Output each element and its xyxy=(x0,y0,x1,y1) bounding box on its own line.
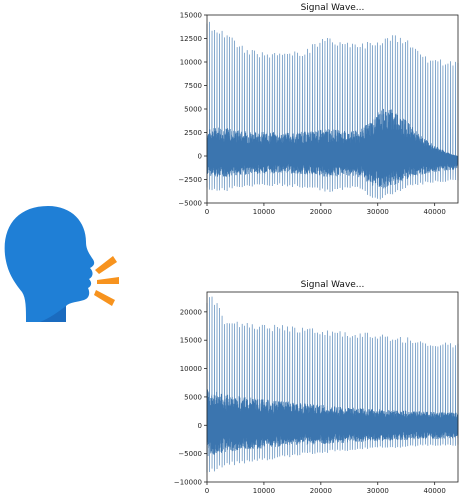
x-tick-label: 10000 xyxy=(253,208,275,216)
x-tick-label: 20000 xyxy=(310,208,332,216)
plot-frame xyxy=(206,291,459,483)
x-tick-label: 30000 xyxy=(367,208,389,216)
sound-line-top xyxy=(95,256,117,274)
signal-wave-chart-1: Signal Wave... 0 10000 20000 30000 40000 −5000… xyxy=(178,3,459,216)
chart-title: Signal Wave... xyxy=(301,3,365,13)
y-tick-label: −10000 xyxy=(174,479,202,487)
x-tick-label: 40000 xyxy=(424,487,446,495)
chart-title: Signal Wave... xyxy=(301,280,365,290)
speaking-head-icon xyxy=(0,200,125,328)
y-tick-label: 2500 xyxy=(184,129,202,137)
head-shadow xyxy=(40,306,66,322)
x-tick-label: 40000 xyxy=(424,208,446,216)
y-tick-label: 0 xyxy=(198,422,202,430)
y-tick-label: 15000 xyxy=(180,337,202,345)
sound-line-bottom xyxy=(94,290,115,306)
x-tick-label: 0 xyxy=(205,208,209,216)
x-tick-label: 10000 xyxy=(253,487,275,495)
y-tick-label: 5000 xyxy=(184,106,202,114)
signal-wave-series xyxy=(206,296,459,473)
y-tick-label: 10000 xyxy=(180,59,202,67)
y-tick-label: −5000 xyxy=(178,200,202,208)
y-tick-label: 10000 xyxy=(180,365,202,373)
speaking-head-svg xyxy=(4,206,119,322)
y-tick-label: 15000 xyxy=(180,12,202,20)
y-tick-label: 7500 xyxy=(184,82,202,90)
x-tick-label: 0 xyxy=(205,487,209,495)
x-tick-label: 30000 xyxy=(367,487,389,495)
y-tick-label: 5000 xyxy=(184,393,202,401)
y-tick-label: 20000 xyxy=(180,308,202,316)
y-tick-label: −2500 xyxy=(178,176,202,184)
signal-wave-series xyxy=(206,21,459,200)
x-tick-label: 20000 xyxy=(310,487,332,495)
head-silhouette xyxy=(4,206,95,322)
signal-wave-line xyxy=(206,296,459,473)
signal-wave-line xyxy=(206,21,459,200)
y-tick-label: 12500 xyxy=(180,35,202,43)
sound-line-middle xyxy=(97,277,119,284)
y-tick-label: −5000 xyxy=(178,450,202,458)
signal-wave-chart-2: Signal Wave... 0 10000 20000 30000 40000 −1000… xyxy=(174,280,459,495)
y-tick-label: 0 xyxy=(198,153,202,161)
